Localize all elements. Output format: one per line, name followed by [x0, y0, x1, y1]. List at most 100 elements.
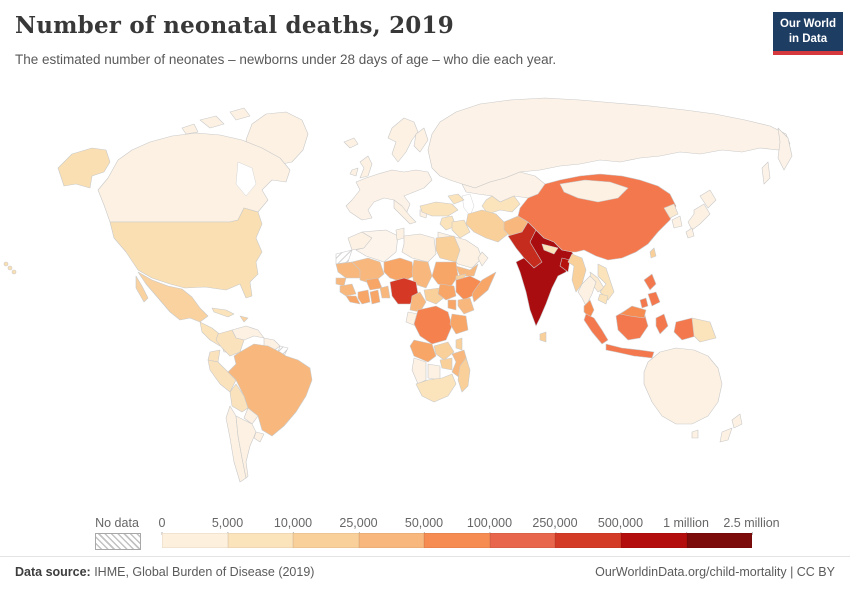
region-scandinavia[interactable] — [387, 117, 419, 163]
country-burkina-faso[interactable] — [365, 277, 383, 291]
country-iraq[interactable] — [451, 219, 471, 239]
country-china[interactable] — [517, 173, 677, 261]
country-usa[interactable] — [109, 207, 263, 299]
region-benin-togo[interactable] — [379, 285, 391, 299]
country-usa-hawaii[interactable] — [3, 261, 9, 267]
country-usa-hawaii[interactable] — [11, 269, 17, 275]
region-western-sahara-no-data[interactable] — [335, 249, 353, 265]
legend-bin[interactable] — [555, 533, 621, 548]
country-mongolia[interactable] — [559, 179, 629, 203]
country-taiwan[interactable] — [649, 247, 657, 259]
country-uk[interactable] — [359, 155, 373, 179]
country-malaysia-peninsula[interactable] — [583, 299, 595, 319]
legend-no-data-swatch[interactable] — [95, 533, 141, 550]
country-iran[interactable] — [465, 209, 509, 243]
country-angola[interactable] — [409, 339, 437, 363]
legend-bin[interactable] — [358, 533, 425, 548]
country-mexico[interactable] — [137, 271, 209, 323]
country-niger[interactable] — [383, 257, 415, 283]
country-sri-lanka[interactable] — [539, 331, 547, 343]
country-turkey[interactable] — [419, 201, 459, 217]
country-papua-new-guinea[interactable] — [691, 317, 717, 343]
country-hispaniola[interactable] — [239, 315, 249, 323]
country-malawi[interactable] — [455, 337, 463, 351]
country-finland[interactable] — [413, 127, 429, 153]
country-usa-alaska[interactable] — [57, 147, 111, 189]
country-uganda[interactable] — [447, 299, 457, 311]
country-malaysia-borneo[interactable] — [619, 305, 647, 319]
country-madagascar[interactable] — [457, 357, 471, 393]
country-tunisia[interactable] — [395, 227, 405, 241]
country-cameroon[interactable] — [409, 291, 427, 313]
country-south-africa[interactable] — [415, 373, 457, 403]
country-ireland[interactable] — [349, 167, 359, 177]
country-dr-congo[interactable] — [413, 305, 453, 345]
country-russia-kamchatka[interactable] — [777, 127, 793, 171]
country-usa-hawaii[interactable] — [7, 265, 13, 271]
country-argentina[interactable] — [235, 415, 257, 479]
country-north-korea[interactable] — [663, 203, 679, 219]
country-kenya[interactable] — [457, 297, 475, 315]
legend-bin[interactable] — [424, 533, 490, 548]
region-sierra-leone-liberia[interactable] — [345, 295, 361, 305]
country-philippines[interactable] — [643, 273, 657, 291]
country-philippines[interactable] — [639, 297, 649, 309]
country-sudan[interactable] — [431, 261, 459, 289]
country-ghana[interactable] — [369, 289, 381, 305]
legend-bar[interactable] — [162, 533, 753, 548]
country-japan[interactable] — [687, 203, 711, 231]
country-japan[interactable] — [699, 189, 717, 209]
country-libya[interactable] — [401, 233, 437, 263]
country-indonesia-sulawesi[interactable] — [655, 313, 669, 335]
country-nepal[interactable] — [541, 243, 559, 255]
country-zimbabwe[interactable] — [439, 357, 453, 371]
region-europe-mainland[interactable] — [345, 169, 433, 221]
country-indonesia-papua[interactable] — [673, 317, 697, 341]
country-australia[interactable] — [643, 347, 723, 425]
country-canada-arctic-islands[interactable] — [181, 123, 199, 135]
country-canada-arctic-islands[interactable] — [199, 115, 225, 129]
country-yemen[interactable] — [455, 263, 479, 277]
owid-logo[interactable]: Our World in Data — [772, 12, 843, 55]
country-bolivia[interactable] — [229, 383, 249, 413]
country-tanzania[interactable] — [449, 313, 469, 335]
country-cuba[interactable] — [211, 307, 235, 318]
legend-bin[interactable] — [293, 533, 359, 548]
country-somalia[interactable] — [471, 271, 497, 303]
country-cambodia[interactable] — [597, 293, 609, 305]
country-pakistan[interactable] — [507, 221, 543, 269]
country-south-sudan[interactable] — [437, 283, 457, 301]
legend-bin[interactable] — [162, 533, 228, 548]
legend-bin[interactable] — [489, 533, 556, 548]
country-italy[interactable] — [393, 199, 417, 225]
country-myanmar[interactable] — [567, 253, 587, 293]
country-brazil[interactable] — [227, 343, 313, 437]
country-algeria[interactable] — [355, 229, 399, 263]
country-philippines[interactable] — [647, 291, 661, 307]
country-chad[interactable] — [411, 259, 433, 289]
country-indonesia-java[interactable] — [605, 343, 655, 359]
country-russia[interactable] — [427, 97, 791, 189]
region-caucasus[interactable] — [447, 193, 465, 205]
country-iceland[interactable] — [343, 137, 359, 149]
country-russia-sakhalin[interactable] — [761, 161, 771, 185]
country-australia-tasmania[interactable] — [691, 429, 699, 439]
country-japan[interactable] — [685, 227, 695, 239]
region-central-asia[interactable] — [481, 195, 521, 215]
footer-link[interactable]: OurWorldinData.org/child-mortality | CC … — [595, 565, 835, 579]
country-guinea[interactable] — [339, 283, 357, 297]
country-uruguay[interactable] — [253, 431, 265, 443]
country-thailand[interactable] — [577, 275, 597, 307]
country-ivory-coast[interactable] — [357, 289, 371, 305]
country-new-zealand[interactable] — [731, 413, 743, 429]
legend-bin[interactable] — [227, 533, 294, 548]
legend-bin[interactable] — [686, 533, 753, 548]
country-mexico-baja[interactable] — [135, 275, 149, 303]
legend-bin[interactable] — [620, 533, 687, 548]
country-new-zealand[interactable] — [719, 427, 733, 443]
country-peru[interactable] — [207, 359, 237, 393]
country-indonesia-sumatra[interactable] — [583, 313, 609, 345]
country-senegal[interactable] — [335, 277, 347, 287]
country-botswana[interactable] — [427, 363, 441, 381]
